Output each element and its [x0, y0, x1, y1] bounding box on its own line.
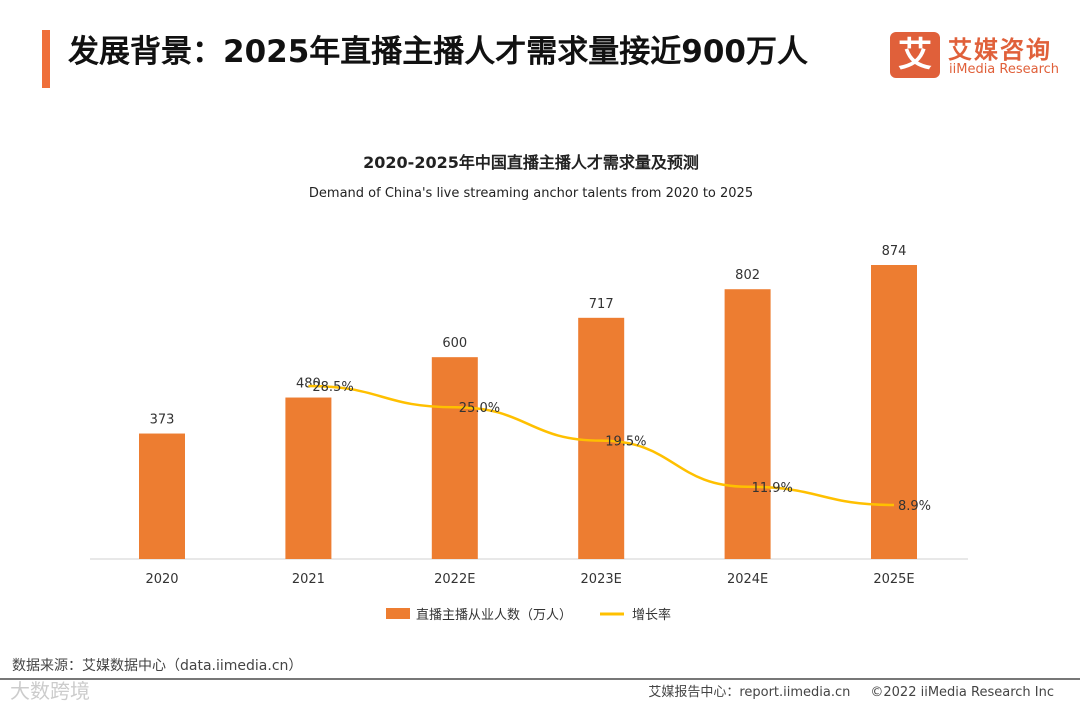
bar-value-label: 874 — [882, 244, 907, 259]
bar-value-label: 373 — [150, 413, 175, 428]
data-source: 数据来源：艾媒数据中心（data.iimedia.cn） — [12, 658, 303, 674]
chart-subtitle: Demand of China's live streaming anchor … — [309, 186, 753, 201]
bar-value-label: 717 — [589, 297, 614, 312]
bar — [871, 265, 917, 559]
footer-info: 艾媒报告中心：report.iimedia.cn ©2022 iiMedia Re… — [628, 681, 1054, 700]
x-tick-label: 2025E — [873, 572, 914, 587]
chart-title: 2020-2025年中国直播主播人才需求量及预测 — [363, 153, 699, 172]
watermark: 大数跨境 — [10, 679, 90, 703]
x-tick-label: 2020 — [145, 572, 178, 587]
bar-value-label: 480 — [296, 377, 321, 392]
x-tick-label: 2021 — [292, 572, 325, 587]
bar — [724, 289, 771, 559]
growth-rate-line — [308, 384, 895, 507]
report-link[interactable]: 艾媒报告中心：report.iimedia.cn — [648, 685, 851, 700]
bar — [139, 433, 185, 559]
legend-line-label: 增长率 — [632, 607, 671, 623]
logo-cn: 艾媒咨询 — [948, 36, 1052, 64]
bar-value-label: 600 — [442, 336, 467, 351]
bar — [431, 357, 478, 559]
logo-mark: 艾 — [890, 32, 940, 78]
page-title: 发展背景：2025年直播主播人才需求量接近900万人 — [68, 34, 808, 70]
title-accent-bar — [42, 30, 50, 88]
x-tick-label: 2024E — [727, 572, 768, 587]
footer-divider — [0, 678, 1080, 680]
growth-rate-label: 8.9% — [898, 499, 931, 514]
legend-bar-label: 直播主播从业人数（万人） — [416, 608, 572, 623]
growth-rate-label: 28.5% — [312, 380, 353, 395]
bar — [578, 317, 625, 559]
x-tick-label: 2022E — [434, 572, 475, 587]
bar-value-label: 802 — [735, 268, 760, 283]
chart: 2020-2025年中国直播主播人才需求量及预测 Demand of China… — [90, 153, 968, 623]
growth-rate-label: 19.5% — [605, 435, 646, 450]
logo-en: iiMedia Research — [949, 62, 1060, 77]
x-tick-label: 2023E — [581, 572, 622, 587]
bar — [285, 397, 332, 559]
growth-rate-label: 25.0% — [459, 401, 500, 416]
copyright: ©2022 iiMedia Research Inc — [870, 685, 1054, 700]
growth-rate-label: 11.9% — [752, 481, 793, 496]
legend-bar-swatch — [386, 608, 410, 619]
